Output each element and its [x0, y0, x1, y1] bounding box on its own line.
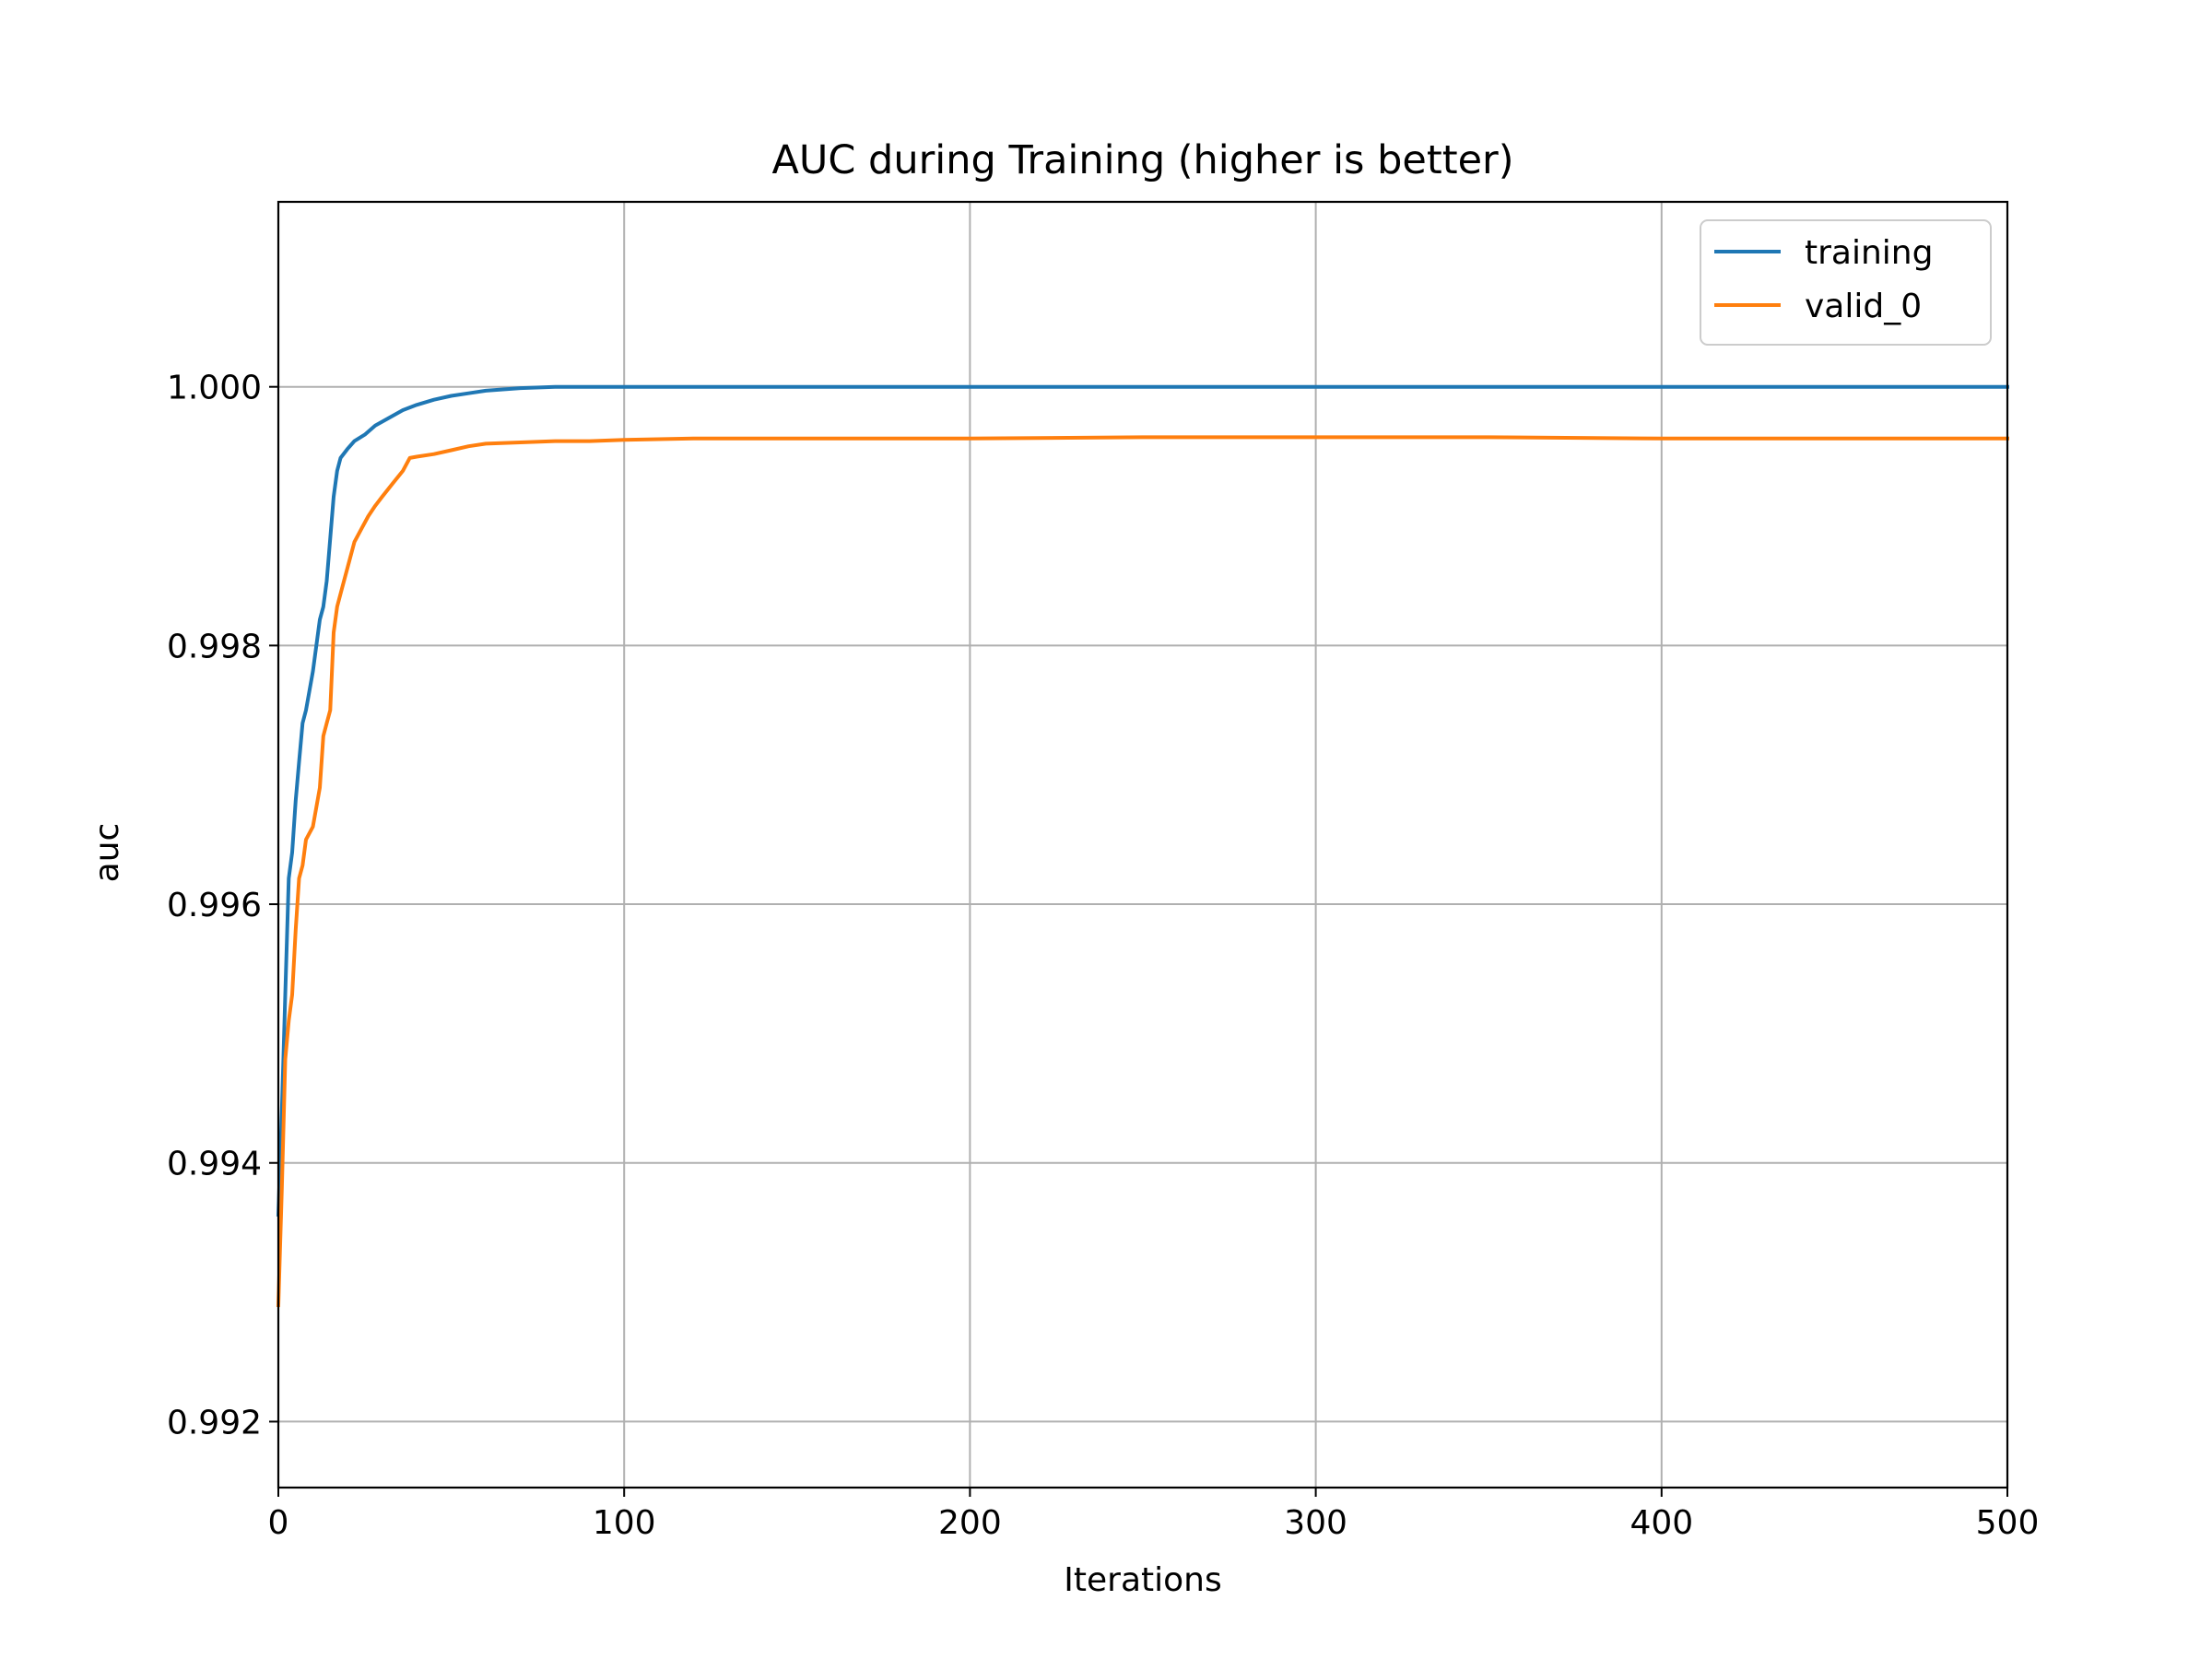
x-tick-label: 200: [938, 1504, 1002, 1542]
x-tick-label: 0: [268, 1504, 289, 1542]
y-axis-label: auc: [88, 823, 126, 883]
x-tick-label: 500: [1976, 1504, 2040, 1542]
x-tick-label: 400: [1630, 1504, 1693, 1542]
x-tick-label: 300: [1284, 1504, 1347, 1542]
legend-label-training: training: [1805, 234, 1933, 272]
legend-label-valid_0: valid_0: [1805, 288, 1922, 325]
y-tick-label: 0.996: [167, 887, 262, 924]
y-tick-label: 0.992: [167, 1404, 262, 1441]
x-axis-label: Iterations: [1064, 1561, 1221, 1599]
y-tick-label: 1.000: [167, 370, 262, 407]
axis-ticks: 0 100 200 300 400 500 0.992 0.994 0.996 0.998 1.00…: [167, 370, 2039, 1542]
x-tick-label: 100: [593, 1504, 656, 1542]
chart-title: AUC during Training (higher is better): [771, 137, 1513, 183]
plot-frame: [276, 200, 2009, 1489]
series-line-training: [276, 384, 2009, 1217]
y-tick-label: 0.994: [167, 1146, 262, 1183]
series-lines: [276, 384, 2009, 1308]
legend: training valid_0: [1700, 219, 1992, 346]
y-tick-label: 0.998: [167, 628, 262, 665]
series-line-valid_0: [276, 435, 2009, 1308]
